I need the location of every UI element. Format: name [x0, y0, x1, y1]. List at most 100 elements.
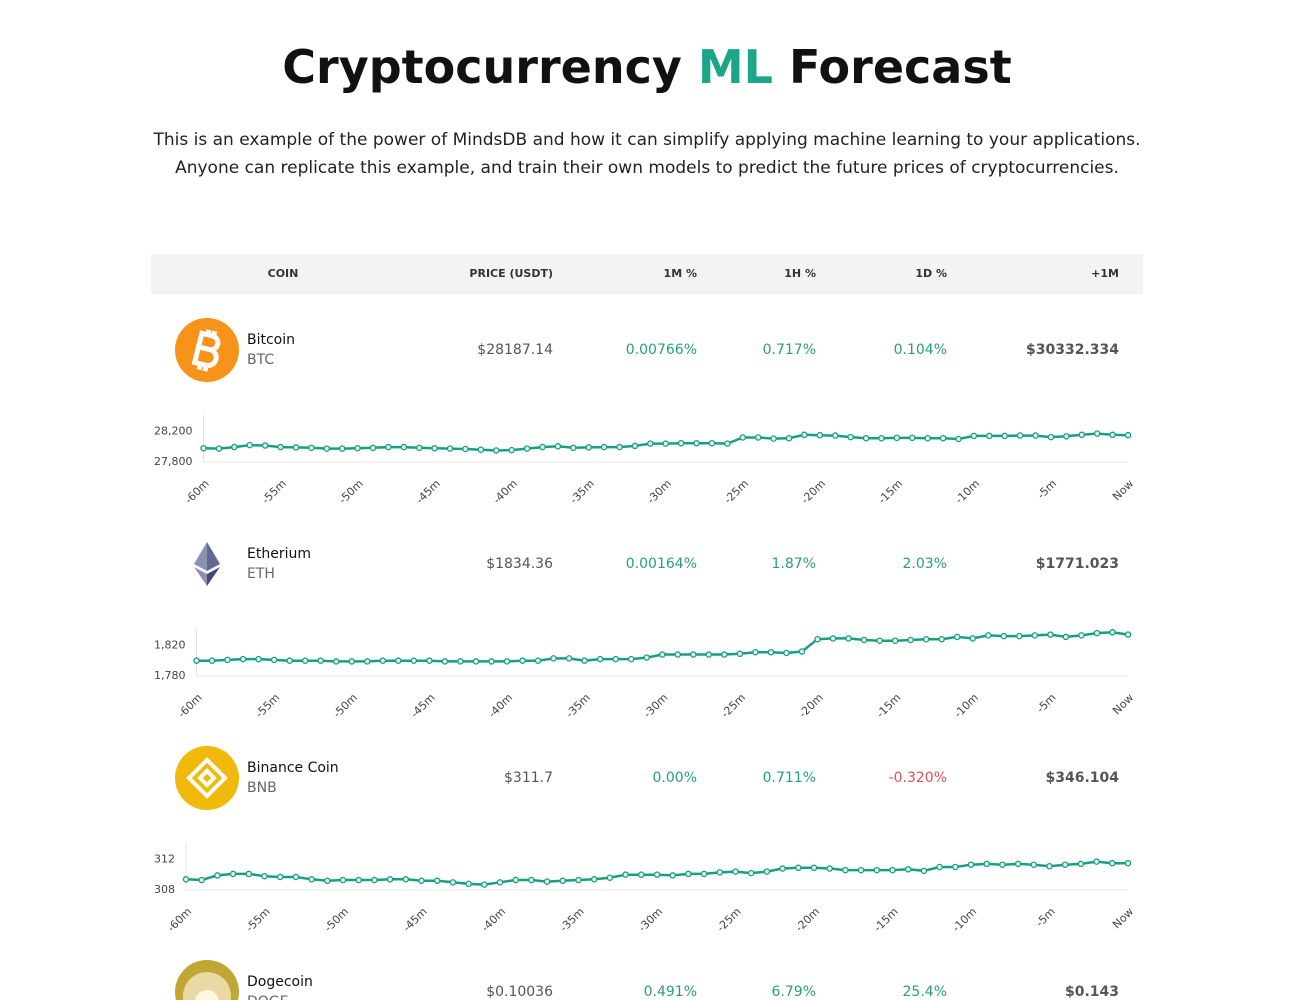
x-tick-label: -50m	[336, 477, 365, 506]
price-point	[606, 874, 614, 881]
change-value: 0.491%	[644, 984, 697, 1000]
price-point	[1001, 432, 1008, 440]
x-tick-label: -50m	[331, 691, 360, 720]
price-point	[512, 876, 519, 884]
price-point	[523, 445, 531, 452]
x-tick-label: -40m	[490, 477, 519, 506]
price-point	[936, 863, 943, 871]
y-tick-label: 28,200	[154, 424, 193, 437]
x-tick-label: -25m	[722, 477, 751, 506]
x-tick-label: -40m	[486, 691, 515, 720]
price-point	[814, 635, 821, 643]
price-point	[1061, 861, 1069, 868]
price-point	[716, 869, 724, 876]
price-point	[338, 445, 346, 452]
price-point	[565, 655, 573, 662]
price-point	[953, 633, 961, 641]
x-tick-label: -55m	[253, 691, 282, 720]
price-point	[385, 443, 392, 451]
x-tick-label: -20m	[796, 691, 825, 720]
price-point	[354, 444, 361, 452]
x-tick-label: -25m	[719, 691, 748, 720]
x-tick-label: -5m	[1034, 691, 1059, 716]
y-tick-label: 312	[154, 852, 175, 865]
x-tick-label: -30m	[645, 477, 674, 506]
price-point	[1016, 432, 1024, 439]
price-point	[795, 864, 802, 872]
price-point	[457, 658, 464, 665]
x-tick-label: -45m	[400, 905, 429, 934]
title-part: Forecast	[789, 40, 1012, 94]
price-point	[224, 656, 231, 664]
price-point	[752, 648, 759, 656]
price-point	[355, 876, 362, 884]
price-point	[669, 872, 676, 879]
price-point	[496, 879, 504, 886]
x-tick-label: -25m	[714, 905, 743, 934]
price-point	[276, 873, 284, 881]
column-header: 1D %	[915, 267, 947, 280]
price-point	[845, 635, 852, 642]
price-point	[277, 443, 284, 451]
price-point	[585, 444, 592, 451]
price-point	[920, 867, 928, 875]
description-line: This is an example of the power of Minds…	[152, 130, 1140, 150]
price-point	[763, 868, 771, 875]
price-point	[575, 876, 582, 884]
price-point	[441, 658, 449, 665]
price-point	[847, 433, 854, 441]
price-point	[255, 655, 262, 663]
change-value: 0.00%	[653, 770, 697, 786]
price-point	[876, 637, 883, 644]
price-point	[477, 446, 485, 453]
x-tick-label: -20m	[793, 905, 822, 934]
price-point	[332, 658, 340, 665]
price-point	[616, 443, 623, 451]
price-point	[736, 650, 744, 658]
forecast-value: $346.104	[1045, 770, 1119, 786]
price-point	[550, 655, 557, 662]
price-point	[857, 866, 865, 874]
price-point	[967, 861, 975, 868]
price-point	[570, 444, 577, 452]
coin-icon	[175, 960, 239, 1000]
price-point	[369, 444, 377, 452]
price-point	[465, 880, 472, 888]
price-point	[323, 445, 331, 452]
price-point	[426, 657, 433, 664]
x-tick-label: -10m	[953, 477, 982, 506]
price-point	[955, 435, 962, 443]
price-point	[739, 434, 747, 441]
price-point	[924, 434, 931, 442]
price-point	[1078, 431, 1086, 439]
price-point	[1124, 431, 1132, 439]
change-value: 25.4%	[903, 984, 947, 1000]
column-header: +1M	[1091, 267, 1119, 280]
coin-icon	[175, 746, 239, 810]
change-value: 0.00766%	[626, 342, 697, 358]
price-point	[922, 635, 930, 643]
price-point	[1109, 629, 1116, 636]
x-tick-label: Now	[1110, 477, 1136, 503]
price-point	[724, 440, 731, 447]
price-point	[969, 635, 977, 642]
price-point	[690, 651, 697, 658]
coin-icon	[175, 318, 239, 382]
price-point	[862, 434, 870, 442]
column-header: 1M %	[664, 267, 697, 280]
price-point	[379, 657, 387, 664]
price-point	[1109, 859, 1116, 867]
coin-icon	[194, 542, 220, 586]
price-point	[767, 648, 775, 656]
x-tick-label: -45m	[408, 691, 437, 720]
price-point	[559, 877, 567, 885]
forecast-value: $1771.023	[1036, 556, 1119, 572]
price-point	[317, 657, 324, 664]
price-point	[674, 651, 682, 658]
coin-price: $0.10036	[486, 984, 553, 1000]
coin-icon-face	[195, 990, 219, 1000]
price-point	[999, 861, 1006, 868]
page-title: Cryptocurrency ML Forecast	[282, 40, 1011, 94]
x-tick-label: -40m	[479, 905, 508, 934]
price-point	[873, 866, 881, 874]
